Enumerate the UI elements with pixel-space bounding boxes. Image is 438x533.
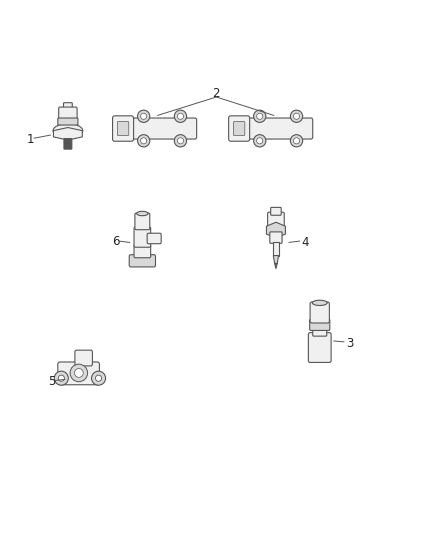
Polygon shape xyxy=(266,222,286,238)
Circle shape xyxy=(293,138,300,144)
FancyBboxPatch shape xyxy=(135,213,150,230)
FancyBboxPatch shape xyxy=(310,302,329,323)
Circle shape xyxy=(74,368,83,377)
FancyBboxPatch shape xyxy=(134,227,151,247)
FancyBboxPatch shape xyxy=(310,319,330,330)
FancyBboxPatch shape xyxy=(270,232,282,243)
Ellipse shape xyxy=(53,124,83,138)
Text: 1: 1 xyxy=(27,133,35,146)
Polygon shape xyxy=(273,255,279,263)
FancyBboxPatch shape xyxy=(134,245,151,258)
FancyBboxPatch shape xyxy=(313,327,327,336)
Circle shape xyxy=(58,375,64,381)
Circle shape xyxy=(174,110,187,123)
FancyBboxPatch shape xyxy=(58,118,78,125)
Text: 2: 2 xyxy=(212,87,219,100)
Text: 6: 6 xyxy=(112,235,120,248)
FancyBboxPatch shape xyxy=(129,255,155,267)
Circle shape xyxy=(177,113,184,119)
Circle shape xyxy=(174,135,187,147)
Circle shape xyxy=(257,138,263,144)
Circle shape xyxy=(141,138,147,144)
Polygon shape xyxy=(53,127,82,140)
Circle shape xyxy=(257,113,263,119)
FancyBboxPatch shape xyxy=(244,118,313,139)
FancyBboxPatch shape xyxy=(271,207,281,215)
Circle shape xyxy=(95,375,102,381)
Ellipse shape xyxy=(137,211,148,216)
FancyBboxPatch shape xyxy=(59,107,77,122)
Polygon shape xyxy=(275,263,277,269)
FancyBboxPatch shape xyxy=(58,362,99,385)
Circle shape xyxy=(290,135,303,147)
Ellipse shape xyxy=(312,300,327,305)
FancyBboxPatch shape xyxy=(268,212,284,227)
Circle shape xyxy=(290,110,303,123)
Circle shape xyxy=(293,113,300,119)
FancyBboxPatch shape xyxy=(127,118,197,139)
FancyBboxPatch shape xyxy=(117,122,129,135)
Circle shape xyxy=(177,138,184,144)
FancyBboxPatch shape xyxy=(64,103,72,110)
Circle shape xyxy=(138,135,150,147)
Circle shape xyxy=(92,371,106,385)
FancyBboxPatch shape xyxy=(233,122,245,135)
Text: 3: 3 xyxy=(346,337,353,350)
FancyBboxPatch shape xyxy=(113,116,134,141)
FancyBboxPatch shape xyxy=(308,333,331,362)
Circle shape xyxy=(254,110,266,123)
FancyBboxPatch shape xyxy=(75,350,92,366)
Circle shape xyxy=(70,364,88,382)
Circle shape xyxy=(141,113,147,119)
Circle shape xyxy=(54,371,68,385)
Text: 5: 5 xyxy=(48,375,56,388)
Circle shape xyxy=(138,110,150,123)
FancyBboxPatch shape xyxy=(64,139,72,149)
Bar xyxy=(273,243,279,255)
Text: 4: 4 xyxy=(301,236,309,249)
FancyBboxPatch shape xyxy=(147,233,161,244)
Circle shape xyxy=(254,135,266,147)
FancyBboxPatch shape xyxy=(229,116,250,141)
